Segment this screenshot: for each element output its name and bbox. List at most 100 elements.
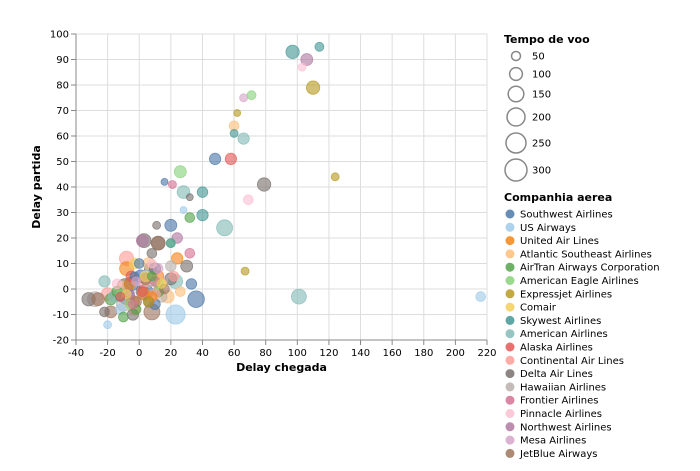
data-point <box>173 165 187 179</box>
color-legend-title: Companhia aerea <box>504 191 612 204</box>
data-point <box>99 306 110 318</box>
size-legend: Tempo de voo 50 100 150 200 250 300 <box>504 33 590 182</box>
data-point <box>156 278 167 289</box>
data-point <box>131 276 142 287</box>
color-legend-label: Frontier Airlines <box>520 396 599 407</box>
x-tick-label: 160 <box>383 348 402 359</box>
color-legend-swatch <box>505 448 515 458</box>
data-point <box>285 44 300 60</box>
color-legend-swatch <box>505 342 515 352</box>
data-point <box>475 291 487 302</box>
data-point <box>175 286 186 297</box>
data-point <box>224 152 237 165</box>
size-legend-label: 50 <box>532 52 545 63</box>
data-point <box>146 271 157 282</box>
color-legend-swatch <box>505 435 515 445</box>
color-legend-swatch <box>505 395 515 405</box>
data-point <box>246 90 257 101</box>
data-point <box>171 252 184 265</box>
color-legend-swatch <box>505 422 515 432</box>
size-legend-label: 100 <box>532 70 551 81</box>
y-tick-label: 70 <box>56 106 69 117</box>
y-tick-label: 90 <box>56 55 69 66</box>
data-points <box>81 41 487 330</box>
data-point <box>179 206 188 214</box>
x-tick-label: 20 <box>164 348 177 359</box>
size-legend-label: 250 <box>532 139 551 150</box>
color-legend-label: Skywest Airlines <box>520 316 601 327</box>
color-legend-swatch <box>505 355 515 365</box>
x-tick-label: 220 <box>477 348 496 359</box>
color-legend-swatch <box>505 262 515 272</box>
data-point <box>143 296 155 308</box>
color-legend-label: Continental Air Lines <box>520 356 624 367</box>
grid <box>75 33 488 341</box>
data-point <box>196 209 209 222</box>
data-point <box>196 186 209 198</box>
x-tick-label: -20 <box>99 348 115 359</box>
color-legend-label: Comair <box>520 303 557 314</box>
size-legend-symbol <box>505 132 527 154</box>
color-legend-swatch <box>505 409 515 418</box>
size-legend-label: 200 <box>532 113 551 124</box>
x-tick-label: 180 <box>414 348 433 359</box>
color-legend-label: Northwest Airlines <box>520 422 612 433</box>
color-legend-label: AirTran Airways Corporation <box>520 263 660 274</box>
data-point <box>180 259 194 273</box>
y-tick-label: 30 <box>56 208 69 219</box>
data-point <box>297 62 307 72</box>
x-tick-label: -40 <box>68 348 84 359</box>
color-legend-swatch <box>505 315 515 325</box>
data-point <box>168 270 180 282</box>
color-legend-swatch <box>505 209 515 219</box>
x-tick-label: 60 <box>228 348 241 359</box>
data-point <box>133 258 145 269</box>
data-point <box>115 291 126 302</box>
y-tick-label: 40 <box>56 183 69 194</box>
data-point <box>111 278 123 290</box>
color-legend-label: Hawaiian Airlines <box>520 382 606 393</box>
y-tick-label: -20 <box>53 336 69 347</box>
data-point <box>98 275 111 288</box>
color-legend-swatch <box>505 249 515 259</box>
x-tick-label: 40 <box>196 348 209 359</box>
size-legend-symbol <box>504 158 528 182</box>
size-legend-label: 150 <box>532 90 551 101</box>
y-tick-label: 60 <box>56 132 69 143</box>
color-legend-label: American Eagle Airlines <box>520 276 639 287</box>
data-point <box>237 132 250 145</box>
y-tick-label: 0 <box>63 285 69 296</box>
color-legend-swatch <box>505 369 515 379</box>
x-tick-label: 200 <box>446 348 465 359</box>
data-point <box>91 292 105 307</box>
color-legend-swatch <box>505 382 515 392</box>
color-legend-label: Expressjet Airlines <box>520 289 612 300</box>
size-legend-symbol <box>508 66 524 82</box>
y-tick-label: 50 <box>56 157 69 168</box>
color-legend-label: Atlantic Southeast Airlines <box>520 249 652 260</box>
data-point <box>330 172 340 182</box>
size-legend-title: Tempo de voo <box>504 33 590 46</box>
color-legend-swatch <box>505 289 515 299</box>
color-legend-label: Alaska Airlines <box>520 343 593 354</box>
y-tick-label: -10 <box>53 310 69 321</box>
x-axis-title: Delay chegada <box>236 361 327 374</box>
data-point <box>229 128 239 138</box>
data-point <box>239 93 249 103</box>
data-point <box>185 278 198 290</box>
data-point <box>118 311 129 323</box>
y-axis-title: Delay partida <box>30 145 43 229</box>
data-point <box>103 320 112 330</box>
color-legend-swatch <box>505 302 515 312</box>
color-legend-label: US Airways <box>520 223 576 234</box>
data-point <box>209 152 222 165</box>
data-point <box>240 266 250 276</box>
y-tick-label: 20 <box>56 234 69 245</box>
data-point <box>314 41 325 52</box>
data-point <box>184 248 196 259</box>
data-point <box>305 80 321 95</box>
axes: -40 -20 0 20 40 60 80 100 120 140 160 180 200 220-20-… <box>50 30 497 360</box>
x-tick-label: 140 <box>351 348 370 359</box>
data-point <box>300 53 314 66</box>
